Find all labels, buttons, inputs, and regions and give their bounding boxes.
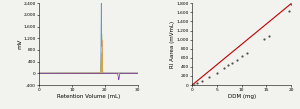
Point	[261, 38, 266, 40]
Point	[229, 62, 234, 64]
Point	[200, 80, 205, 82]
Point	[266, 35, 271, 37]
Point	[191, 84, 196, 85]
X-axis label: Retention Volume (mL): Retention Volume (mL)	[57, 94, 120, 99]
Point	[289, 3, 293, 5]
Point	[195, 82, 200, 84]
Point	[225, 65, 230, 66]
Point	[222, 67, 227, 69]
Point	[207, 76, 212, 78]
Point	[234, 59, 239, 61]
X-axis label: DDM (mg): DDM (mg)	[227, 94, 256, 99]
Y-axis label: mV: mV	[17, 39, 22, 49]
Point	[244, 52, 249, 54]
Point	[214, 73, 219, 74]
Y-axis label: RI Aarea (mVmL): RI Aarea (mVmL)	[170, 21, 175, 68]
Point	[239, 56, 244, 57]
Point	[286, 11, 291, 12]
